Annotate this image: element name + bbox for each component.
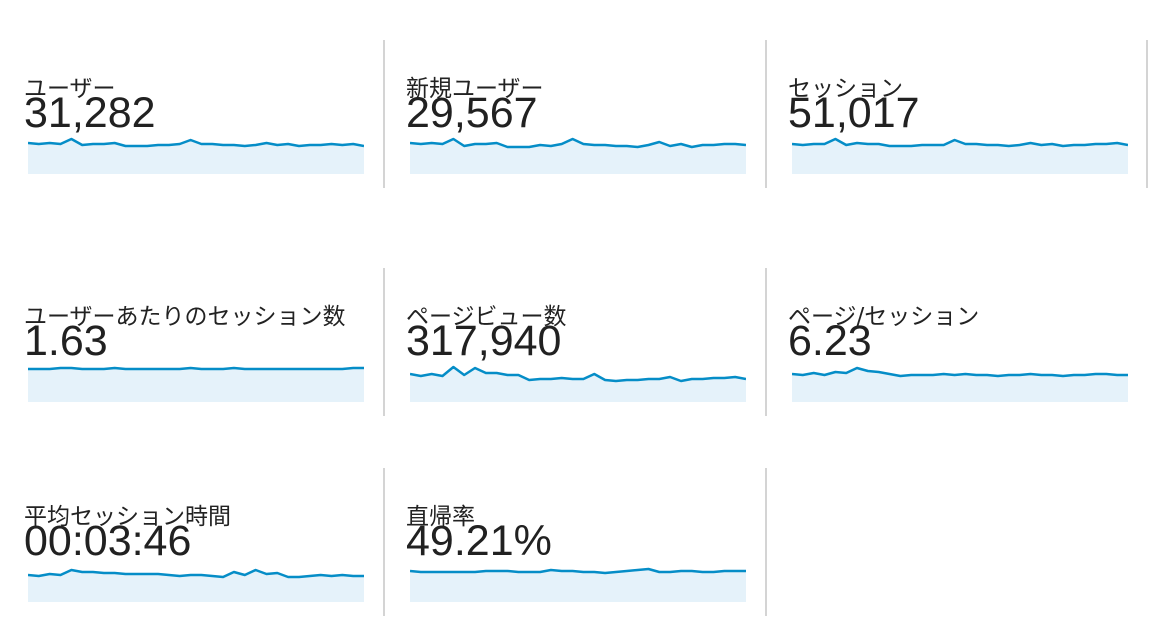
column-separator	[383, 468, 385, 616]
metric-label: ユーザーあたりのセッション数	[24, 304, 346, 330]
metric-label: 直帰率	[406, 504, 475, 530]
sparkline	[28, 366, 364, 402]
metric-card: ユーザー 31,282	[24, 40, 384, 190]
sparkline	[792, 137, 1128, 174]
column-separator	[1146, 40, 1148, 188]
sparkline-line	[410, 365, 746, 383]
sparkline-area	[410, 139, 746, 174]
metric-label: ページビュー数	[406, 304, 567, 330]
metric-card: ページビュー数 317,940	[406, 268, 766, 418]
metric-label: ユーザー	[24, 76, 116, 102]
metric-card: 新規ユーザー 29,567	[406, 40, 766, 190]
sparkline-area	[792, 139, 1128, 174]
metric-label: ページ/セッション	[788, 304, 980, 330]
metric-value: 31,282	[24, 89, 156, 137]
sparkline-line	[28, 366, 364, 371]
sparkline-area	[410, 367, 746, 402]
sparkline-line	[792, 137, 1128, 148]
column-separator	[765, 468, 767, 616]
metric-value: 49.21%	[406, 517, 552, 565]
sparkline-line	[792, 366, 1128, 378]
metric-card: ページ/セッション 6.23	[788, 268, 1148, 418]
column-separator	[765, 40, 767, 188]
sparkline	[410, 365, 746, 402]
metric-label: セッション	[788, 76, 903, 102]
sparkline-line	[410, 137, 746, 149]
metric-value: 1.63	[24, 317, 108, 365]
sparkline-line	[410, 567, 746, 575]
sparkline	[410, 137, 746, 174]
sparkline-area	[28, 139, 364, 174]
sparkline	[28, 568, 364, 602]
metric-card: 平均セッション時間 00:03:46	[24, 468, 384, 618]
sparkline-line	[28, 137, 364, 148]
sparkline	[28, 137, 364, 174]
sparkline-line	[28, 568, 364, 579]
metric-label: 平均セッション時間	[24, 504, 231, 530]
sparkline-area	[410, 569, 746, 602]
sparkline-area	[28, 570, 364, 602]
column-separator	[765, 268, 767, 416]
metric-card: 直帰率 49.21%	[406, 468, 766, 618]
metric-value: 51,017	[788, 89, 920, 137]
metric-value: 6.23	[788, 317, 872, 365]
column-separator	[383, 40, 385, 188]
column-separator	[383, 268, 385, 416]
sparkline-area	[792, 368, 1128, 402]
sparkline	[792, 366, 1128, 402]
metric-label: 新規ユーザー	[406, 76, 544, 102]
sparkline	[410, 567, 746, 602]
metric-value: 00:03:46	[24, 517, 192, 565]
sparkline-area	[28, 368, 364, 402]
metric-value: 317,940	[406, 317, 562, 365]
metric-card: ユーザーあたりのセッション数 1.63	[24, 268, 384, 418]
metric-card: セッション 51,017	[788, 40, 1148, 190]
metric-value: 29,567	[406, 89, 538, 137]
